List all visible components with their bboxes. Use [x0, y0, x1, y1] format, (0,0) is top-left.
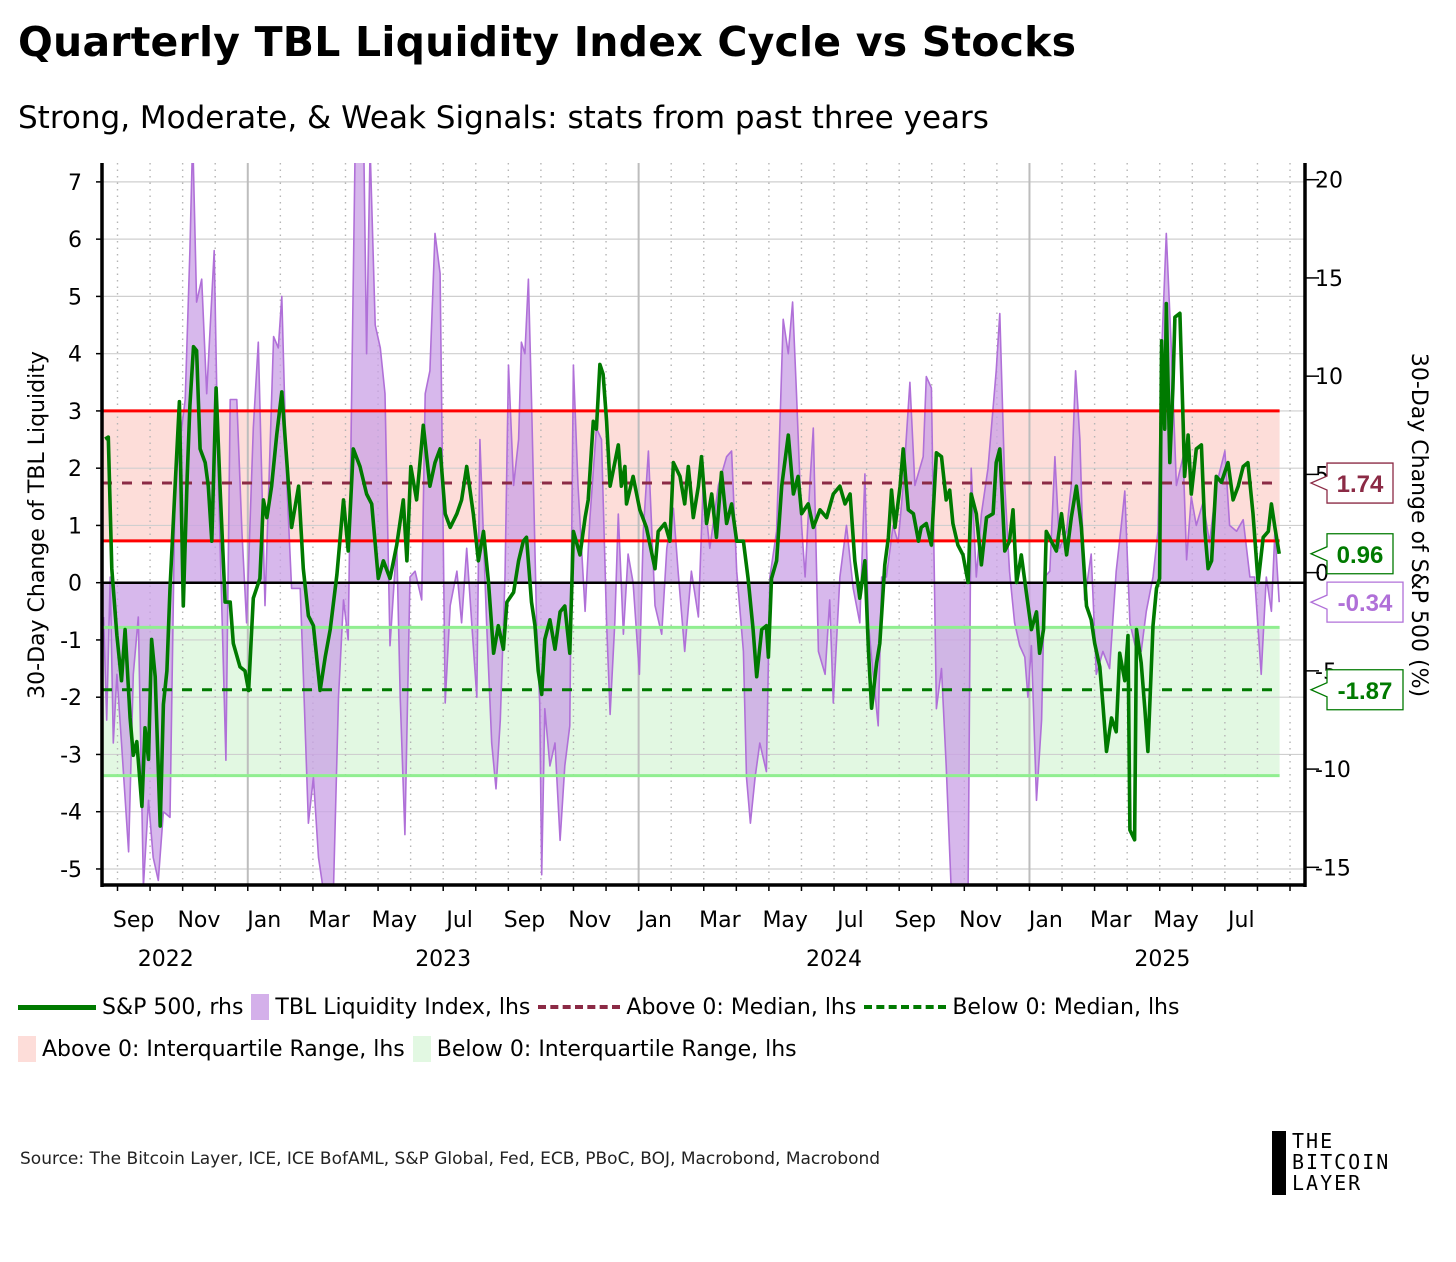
y-tick-label-right: -15: [1315, 856, 1351, 881]
y-axis-label-right: 30-Day Change of S&P 500 (%): [1406, 353, 1431, 697]
callout-value: -0.34: [1338, 590, 1393, 617]
callout-box: [1309, 669, 1404, 711]
legend-label: Below 0: Interquartile Range, lhs: [436, 1036, 797, 1062]
x-month-label: Jul: [1226, 908, 1255, 933]
x-month-label: Mar: [308, 908, 350, 933]
logo-bar: [1272, 1131, 1286, 1195]
legend-item: Above 0: Interquartile Range, lhs: [18, 1036, 405, 1062]
legend-item: S&P 500, rhs: [18, 995, 243, 1020]
y-tick-label-left: -4: [60, 801, 82, 826]
x-month-label: Nov: [959, 908, 1002, 933]
legend-dash-swatch: [864, 1005, 947, 1009]
chart-subtitle: Strong, Moderate, & Weak Signals: stats …: [18, 100, 989, 136]
legend-label: Below 0: Median, lhs: [952, 994, 1180, 1020]
x-year-label: 2023: [415, 947, 471, 972]
sp500-line: [104, 301, 1281, 842]
x-month-label: Jan: [245, 908, 281, 933]
legend-item: Above 0: Median, lhs: [538, 995, 856, 1020]
y-tick-label-left: 4: [68, 343, 82, 368]
logo-line: BITCOIN: [1292, 1150, 1391, 1174]
legend-label: Above 0: Interquartile Range, lhs: [42, 1036, 405, 1062]
callout-value: 0.96: [1337, 542, 1384, 569]
y-axis-label-left: 30-Day Change of TBL Liquidity: [25, 351, 50, 699]
x-month-label: Jan: [636, 908, 672, 933]
callout-value: 1.74: [1337, 471, 1384, 498]
legend-box-swatch: [18, 1036, 36, 1062]
the-bitcoin-layer-logo: THE BITCOIN LAYER: [1272, 1131, 1390, 1195]
callout-0-96: 0.96: [1309, 533, 1394, 575]
legend-row-2: Above 0: Interquartile Range, lhs Below 0…: [18, 1036, 805, 1062]
x-year-label: 2022: [138, 947, 194, 972]
x-year-label: 2025: [1134, 947, 1190, 972]
x-month-label: Jul: [835, 908, 864, 933]
y-tick-label-right: 10: [1315, 365, 1343, 390]
y-tick-label-right: 15: [1315, 267, 1343, 292]
y-tick-label-left: 7: [68, 171, 82, 196]
legend-item: TBL Liquidity Index, lhs: [251, 994, 530, 1020]
x-month-label: Mar: [699, 908, 741, 933]
x-month-label: Sep: [895, 908, 936, 933]
callout--0-34: -0.34: [1309, 581, 1404, 623]
source-note: Source: The Bitcoin Layer, ICE, ICE BofA…: [20, 1149, 881, 1169]
y-tick-label-left: 0: [68, 572, 82, 597]
legend-box-swatch: [251, 994, 270, 1020]
x-month-label: Nov: [177, 908, 220, 933]
y-tick-label-left: 2: [68, 457, 82, 482]
y-tick-label-left: 5: [68, 285, 82, 310]
legend-label: S&P 500, rhs: [102, 994, 244, 1020]
bands-layer: [102, 410, 1280, 776]
legend-dash-swatch: [538, 1005, 621, 1009]
legend-label: Above 0: Median, lhs: [626, 994, 857, 1020]
y-tick-label-left: -2: [60, 686, 82, 711]
logo-line: LAYER: [1292, 1171, 1363, 1195]
x-month-label: Nov: [568, 908, 611, 933]
callouts-layer: 1.74 0.96 -0.34 -1.87: [1309, 462, 1404, 711]
y-tick-label-left: 1: [68, 514, 82, 539]
chart-title: Quarterly TBL Liquidity Index Cycle vs S…: [18, 18, 1077, 66]
legend-row-1: S&P 500, rhs TBL Liquidity Index, lhs Abov…: [18, 994, 1187, 1020]
callout-1-74: 1.74: [1309, 462, 1394, 504]
below-iqr-band: [102, 627, 1280, 776]
sp500-layer: [104, 301, 1281, 842]
y-tick-label-right: -10: [1315, 758, 1351, 783]
x-month-label: May: [762, 908, 807, 933]
legend-box-swatch: [412, 1036, 431, 1062]
callout-value: -1.87: [1338, 678, 1393, 705]
y-tick-label-left: -3: [60, 743, 82, 768]
y-tick-label-left: 3: [68, 400, 82, 425]
callout-box: [1309, 581, 1404, 623]
y-tick-label-left: -1: [60, 629, 82, 654]
callout--1-87: -1.87: [1309, 669, 1404, 711]
x-year-label: 2024: [806, 947, 862, 972]
y-tick-label-right: 0: [1315, 562, 1329, 587]
x-month-label: Mar: [1090, 908, 1132, 933]
y-tick-label-right: 20: [1315, 169, 1343, 194]
legend-item: Below 0: Interquartile Range, lhs: [412, 1036, 797, 1062]
logo-line: THE: [1292, 1129, 1335, 1153]
legend-label: TBL Liquidity Index, lhs: [275, 994, 531, 1020]
callout-box: [1309, 462, 1394, 504]
x-month-label: May: [1153, 908, 1198, 933]
legend-line-swatch: [18, 1004, 96, 1010]
legend-item: Below 0: Median, lhs: [864, 995, 1179, 1020]
callout-box: [1309, 533, 1394, 575]
x-month-label: Sep: [113, 908, 154, 933]
x-month-label: Jan: [1027, 908, 1063, 933]
y-tick-label-left: -5: [60, 858, 82, 883]
x-month-label: Sep: [504, 908, 545, 933]
y-tick-label-left: 6: [68, 228, 82, 253]
x-month-label: Jul: [444, 908, 473, 933]
tbl-liquidity-line: [102, 163, 1280, 885]
tbl-area-layer: [102, 163, 1280, 885]
x-month-label: May: [372, 908, 417, 933]
